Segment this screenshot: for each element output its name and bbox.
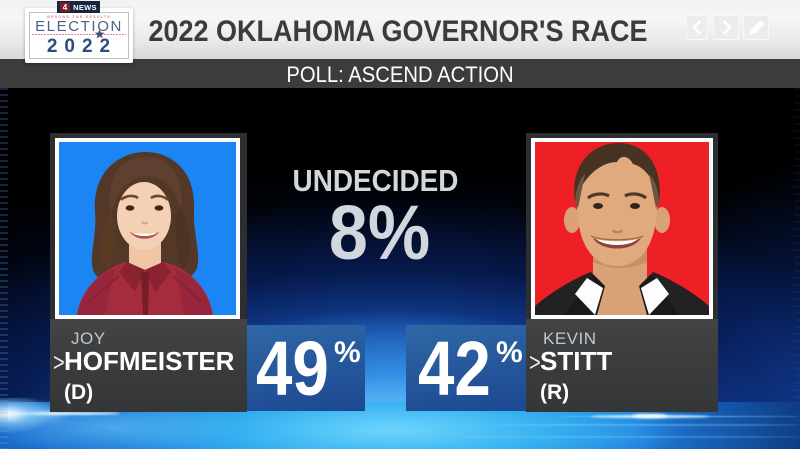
svg-text:4: 4	[63, 3, 68, 12]
svg-text:NEWS: NEWS	[73, 3, 97, 12]
